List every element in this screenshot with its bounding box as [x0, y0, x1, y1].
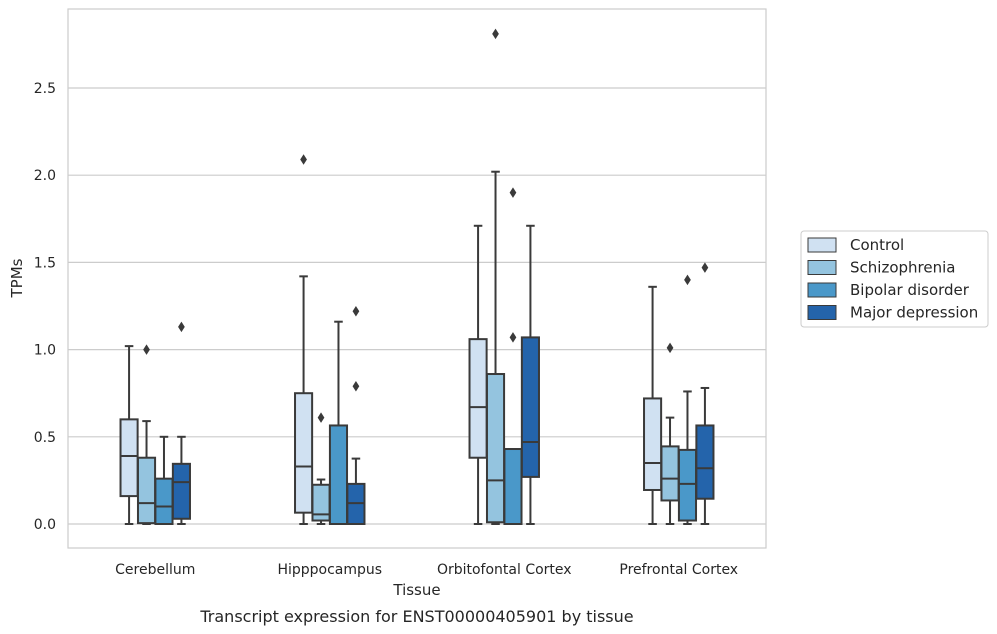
box-bipolar-disorder [503, 187, 523, 525]
outlier-point [352, 380, 360, 392]
iqr-box [171, 462, 191, 520]
box-control [468, 224, 488, 525]
outlier-point [492, 28, 499, 40]
x-tick-label: Orbitofontal Cortex [437, 562, 572, 578]
legend-label: Control [850, 236, 904, 254]
x-tick-label: Cerebellum [115, 562, 195, 578]
iqr-box [677, 448, 698, 522]
plot-area-frame [67, 8, 767, 549]
iqr-box [136, 456, 157, 525]
legend-label: Major depression [850, 304, 978, 322]
y-tick-label: 2.0 [34, 168, 56, 184]
legend-swatch [807, 237, 837, 253]
box-schizophrenia [485, 28, 506, 525]
y-tick-label: 0.5 [34, 430, 56, 446]
outlier-point [143, 344, 150, 355]
x-axis-ticks: Cerebellum Hipppocampus Orbitofontal Corte… [115, 562, 738, 578]
box-major-depression [520, 224, 540, 525]
outlier-point [509, 187, 517, 198]
legend-frame [800, 230, 989, 328]
y-tick-label: 0.0 [34, 517, 56, 533]
box-schizophrenia [660, 342, 680, 525]
iqr-box [520, 336, 540, 478]
box-bipolar-disorder [154, 435, 174, 526]
iqr-box [294, 392, 314, 514]
iqr-box [695, 424, 715, 500]
iqr-box [643, 397, 663, 491]
y-axis-label: TPMs [8, 258, 26, 298]
box-major-depression [695, 262, 715, 525]
box-control [643, 285, 663, 525]
figure-caption: Transcript expression for ENST0000040590… [199, 607, 633, 626]
x-tick-label: Prefrontal Cortex [619, 562, 738, 578]
outlier-point [666, 342, 674, 354]
outlier-point [178, 321, 185, 333]
outlier-point [684, 274, 691, 286]
outlier-point [300, 154, 307, 165]
iqr-box [328, 424, 349, 525]
iqr-box [485, 373, 506, 524]
iqr-box [119, 418, 139, 498]
outlier-point [352, 305, 360, 317]
legend-label: Bipolar disorder [850, 281, 970, 299]
box-control [119, 345, 139, 525]
box-bipolar-disorder [328, 320, 349, 525]
y-axis-ticks: 0.0 0.5 1.0 1.5 2.0 2.5 [34, 81, 56, 533]
legend-items: Control Schizophrenia Bipolar disorder Majo… [807, 236, 978, 322]
x-axis-label: Tissue [392, 581, 440, 599]
box-major-depression [171, 321, 191, 525]
boxes [119, 28, 715, 526]
y-tick-label: 2.5 [34, 81, 56, 97]
legend-swatch [807, 260, 837, 275]
box-schizophrenia [311, 412, 331, 525]
x-tick-label: Hipppocampus [277, 562, 382, 578]
iqr-box [503, 448, 523, 525]
y-tick-label: 1.0 [34, 343, 56, 359]
box-schizophrenia [136, 344, 157, 525]
iqr-box [660, 445, 680, 502]
outlier-point [701, 262, 709, 273]
legend: Control Schizophrenia Bipolar disorder Majo… [800, 230, 989, 328]
box-bipolar-disorder [677, 274, 698, 525]
outlier-point [509, 332, 517, 343]
legend-swatch [807, 282, 837, 298]
box-major-depression [346, 305, 366, 525]
legend-swatch [807, 305, 837, 320]
outlier-point [317, 412, 325, 423]
box-control [294, 154, 314, 525]
legend-label: Schizophrenia [850, 259, 955, 277]
iqr-box [154, 477, 174, 526]
iqr-box [468, 338, 488, 459]
y-tick-label: 1.5 [34, 255, 56, 271]
